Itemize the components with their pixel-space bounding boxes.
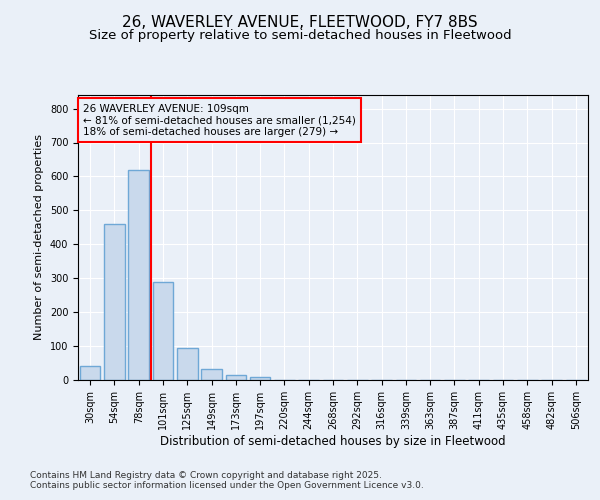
- Bar: [104, 224, 125, 380]
- Text: Size of property relative to semi-detached houses in Fleetwood: Size of property relative to semi-detach…: [89, 28, 511, 42]
- Text: 26 WAVERLEY AVENUE: 109sqm
← 81% of semi-detached houses are smaller (1,254)
18%: 26 WAVERLEY AVENUE: 109sqm ← 81% of semi…: [83, 104, 356, 137]
- Text: 26, WAVERLEY AVENUE, FLEETWOOD, FY7 8BS: 26, WAVERLEY AVENUE, FLEETWOOD, FY7 8BS: [122, 15, 478, 30]
- X-axis label: Distribution of semi-detached houses by size in Fleetwood: Distribution of semi-detached houses by …: [160, 434, 506, 448]
- Text: Contains HM Land Registry data © Crown copyright and database right 2025.
Contai: Contains HM Land Registry data © Crown c…: [30, 470, 424, 490]
- Bar: [177, 348, 197, 380]
- Bar: [250, 376, 271, 380]
- Bar: [128, 170, 149, 380]
- Bar: [201, 369, 222, 380]
- Bar: [80, 366, 100, 380]
- Bar: [226, 375, 246, 380]
- Bar: [152, 282, 173, 380]
- Y-axis label: Number of semi-detached properties: Number of semi-detached properties: [34, 134, 44, 340]
